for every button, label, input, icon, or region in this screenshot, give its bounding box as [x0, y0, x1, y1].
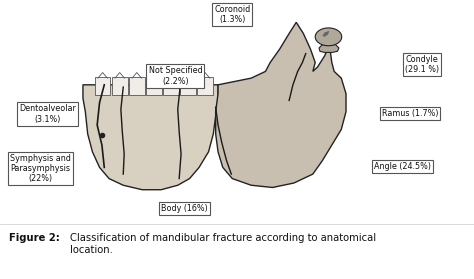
Text: Not Specified
(2.2%): Not Specified (2.2%)	[148, 66, 202, 86]
Text: Dentoalveolar
(3.1%): Dentoalveolar (3.1%)	[19, 104, 76, 124]
Text: Figure 2:: Figure 2:	[9, 233, 60, 243]
Polygon shape	[216, 22, 346, 187]
Text: Angle (24.5%): Angle (24.5%)	[374, 162, 431, 171]
Polygon shape	[83, 85, 218, 190]
Bar	[129, 77, 145, 95]
Text: Body (16%): Body (16%)	[162, 204, 208, 213]
Polygon shape	[319, 45, 339, 52]
Text: Classification of mandibular fracture according to anatomical
location.: Classification of mandibular fracture ac…	[70, 233, 376, 255]
Bar	[95, 77, 110, 95]
Bar	[146, 77, 162, 95]
Bar	[197, 77, 213, 95]
Polygon shape	[322, 31, 329, 37]
Text: Ramus (1.7%): Ramus (1.7%)	[382, 109, 438, 118]
Text: Symphysis and
Parasymphysis
(22%): Symphysis and Parasymphysis (22%)	[10, 154, 71, 183]
Polygon shape	[315, 28, 342, 46]
Text: Coronoid
(1.3%): Coronoid (1.3%)	[214, 5, 250, 24]
Bar	[163, 77, 179, 95]
Text: Condyle
(29.1 %): Condyle (29.1 %)	[405, 55, 439, 74]
Bar	[112, 77, 128, 95]
Bar	[180, 77, 196, 95]
